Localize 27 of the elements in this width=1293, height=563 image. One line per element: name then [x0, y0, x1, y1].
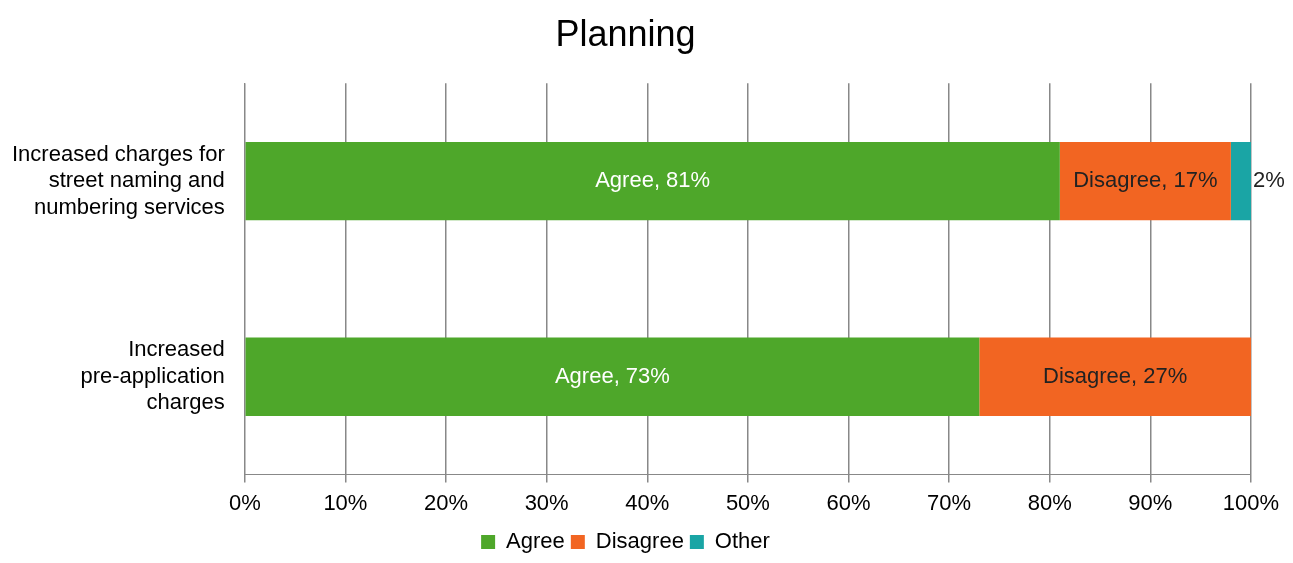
bar	[245, 141, 1060, 221]
x-tick-label: 30%	[524, 489, 569, 515]
x-tick-label: 0%	[228, 489, 261, 515]
data-label: 2%	[1253, 167, 1285, 193]
x-tick-label: 20%	[424, 489, 469, 515]
legend-label: Agree	[506, 528, 565, 554]
x-tick-label: 60%	[826, 489, 871, 515]
data-label: Disagree, 27%	[1043, 362, 1188, 388]
y-tick-label: Increased pre-application charges	[80, 336, 225, 415]
legend-label: Disagree	[595, 528, 684, 554]
bar	[245, 337, 980, 416]
y-tick-label: Increased charges for street naming and numbering services	[12, 140, 225, 219]
legend-label: Other	[714, 528, 770, 554]
data-label: Agree, 81%	[595, 167, 711, 193]
x-tick-label: 50%	[725, 489, 770, 515]
x-tick-label: 100%	[1222, 489, 1280, 515]
bar	[1059, 141, 1231, 221]
x-tick-label: 90%	[1128, 489, 1173, 515]
chart-title: Planning	[555, 12, 696, 54]
x-tick-label: 10%	[323, 489, 368, 515]
x-tick-label: 70%	[927, 489, 972, 515]
data-label: Agree, 73%	[554, 362, 670, 388]
x-tick-label: 40%	[625, 489, 670, 515]
bar	[1230, 141, 1251, 221]
bar	[979, 337, 1251, 416]
x-tick-label: 80%	[1027, 489, 1072, 515]
data-label: Disagree, 17%	[1073, 167, 1218, 193]
